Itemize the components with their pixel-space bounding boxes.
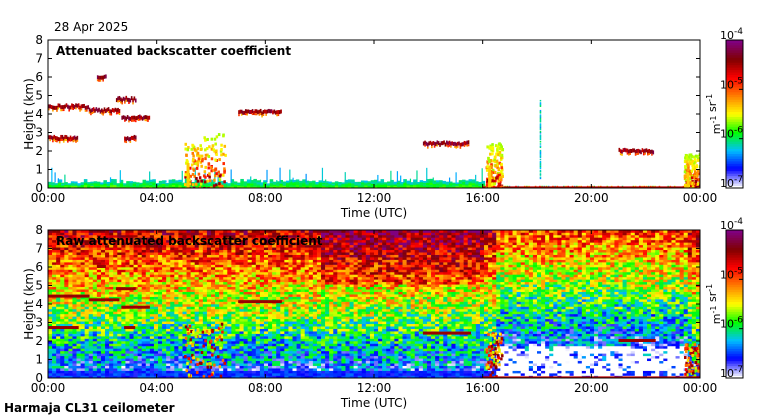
x-tick-label: 00:00 [31,191,66,205]
y-tick-label: 7 [35,52,43,66]
y-tick-label: 2 [35,334,43,348]
colorbar: 10-7 10-6 10-5 10-4 m-1 sr-1 [705,217,744,380]
heatmap-image [48,230,700,378]
x-tick-label: 00:00 [683,381,718,395]
y-tick-label: 8 [35,33,43,47]
colorbar-frame [725,229,744,379]
y-tick-label: 0 [35,181,43,195]
x-tick-label: 08:00 [248,381,283,395]
y-tick-label: 0 [35,371,43,385]
x-axis-label: Time (UTC) [340,206,407,220]
x-tick-label: 08:00 [248,191,283,205]
colorbar-unit-label: m-1 sr-1 [705,94,723,134]
x-tick-label: 04:00 [139,191,174,205]
y-tick-label: 8 [35,223,43,237]
y-tick-label: 3 [35,126,43,140]
x-tick-label: 00:00 [683,191,718,205]
panel-title: Attenuated backscatter coefficient [56,44,291,58]
colorbar-tick-label: 10-4 [720,217,743,232]
y-tick-label: 4 [35,297,43,311]
plot-area [48,40,700,188]
y-tick-label: 2 [35,144,43,158]
y-tick-label: 5 [35,89,43,103]
colorbar-tick-label: 10-6 [720,126,743,141]
y-axis-label: Height (km) [22,78,36,149]
y-axis-label: Height (km) [22,268,36,339]
x-tick-label: 20:00 [574,191,609,205]
panel-2: Raw attenuated backscatter coefficient 0 1… [22,217,744,410]
panel-1: Attenuated backscatter coefficient 0 1 2 3 4 5… [22,27,744,220]
x-tick-label: 16:00 [465,191,500,205]
colorbar-tick-label: 10-5 [720,266,743,281]
heatmap-image [48,74,700,188]
colorbar-unit-label: m-1 sr-1 [705,284,723,324]
y-tick-label: 6 [35,260,43,274]
x-tick-label: 16:00 [465,381,500,395]
panel-title: Raw attenuated backscatter coefficient [56,234,323,248]
y-tick-label: 7 [35,242,43,256]
y-tick-label: 3 [35,316,43,330]
colorbar-tick-label: 10-7 [720,175,743,190]
colorbar-tick-label: 10-4 [720,27,743,42]
y-tick-label: 4 [35,107,43,121]
instrument-label: Harmaja CL31 ceilometer [4,401,175,415]
colorbar-tick-label: 10-6 [720,316,743,331]
x-tick-label: 00:00 [31,381,66,395]
y-tick-label: 5 [35,279,43,293]
x-tick-label: 04:00 [139,381,174,395]
x-tick-label: 20:00 [574,381,609,395]
colorbar: 10-7 10-6 10-5 10-4 m-1 sr-1 [705,27,744,190]
colorbar-tick-label: 10-5 [720,76,743,91]
x-tick-label: 12:00 [357,191,392,205]
y-tick-label: 1 [35,353,43,367]
y-tick-label: 1 [35,163,43,177]
colorbar-frame [725,39,744,189]
x-axis-label: Time (UTC) [340,396,407,410]
x-tick-label: 12:00 [357,381,392,395]
colorbar-tick-label: 10-7 [720,365,743,380]
date-label: 28 Apr 2025 [54,20,129,34]
y-tick-label: 6 [35,70,43,84]
